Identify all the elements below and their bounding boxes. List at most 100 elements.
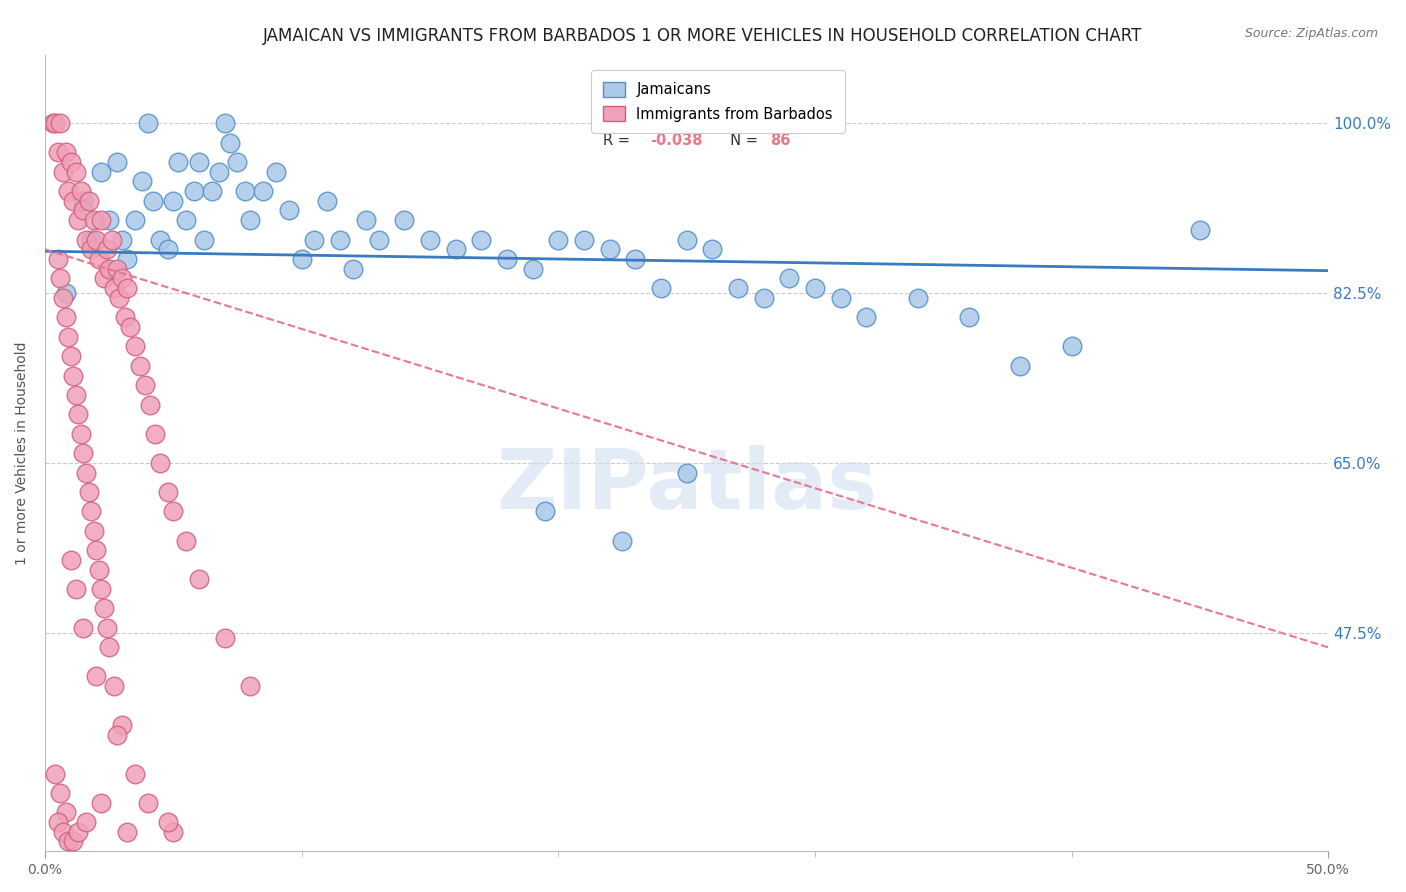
Point: [41, 116, 63, 130]
Point: [87, 563, 110, 577]
Point: [131, 174, 153, 188]
Point: [136, 796, 159, 810]
Point: [115, 252, 138, 266]
Point: [174, 213, 197, 227]
Point: [124, 766, 146, 780]
Text: 83: 83: [770, 103, 790, 119]
Point: [118, 320, 141, 334]
Point: [44, 766, 66, 780]
Point: [752, 291, 775, 305]
Text: 86: 86: [770, 133, 790, 148]
Text: R =: R =: [603, 133, 634, 148]
Point: [55, 310, 77, 325]
Point: [103, 679, 125, 693]
Point: [90, 796, 112, 810]
Point: [70, 184, 93, 198]
Point: [87, 252, 110, 266]
Point: [90, 213, 112, 227]
Point: [830, 291, 852, 305]
Point: [612, 533, 634, 548]
Point: [103, 281, 125, 295]
Point: [855, 310, 877, 325]
Point: [226, 155, 249, 169]
Point: [52, 164, 75, 178]
Point: [80, 233, 103, 247]
Point: [124, 339, 146, 353]
Point: [108, 291, 131, 305]
Point: [75, 815, 97, 830]
Point: [98, 213, 121, 227]
Point: [75, 233, 97, 247]
Point: [105, 261, 128, 276]
Point: [304, 233, 326, 247]
Point: [52, 824, 75, 838]
Point: [162, 504, 184, 518]
Point: [67, 408, 90, 422]
Point: [142, 194, 165, 208]
Point: [599, 242, 621, 256]
Point: [98, 640, 121, 655]
Point: [675, 233, 697, 247]
Point: [264, 164, 287, 178]
Point: [84, 669, 107, 683]
Point: [105, 155, 128, 169]
Point: [55, 145, 77, 160]
Point: [470, 233, 492, 247]
Point: [157, 485, 180, 500]
Point: [419, 233, 441, 247]
Point: [65, 164, 87, 178]
Point: [149, 456, 172, 470]
Point: [675, 466, 697, 480]
Point: [214, 116, 236, 130]
Point: [55, 285, 77, 300]
Point: [174, 533, 197, 548]
Text: N =: N =: [721, 103, 762, 119]
Point: [62, 834, 84, 848]
Point: [239, 213, 262, 227]
Point: [49, 271, 72, 285]
Point: [354, 213, 377, 227]
Point: [1010, 359, 1032, 373]
Point: [183, 184, 205, 198]
Point: [56, 329, 79, 343]
Point: [208, 164, 231, 178]
Y-axis label: 1 or more Vehicles in Household: 1 or more Vehicles in Household: [15, 342, 30, 565]
Point: [72, 203, 94, 218]
Point: [778, 271, 800, 285]
Point: [105, 728, 128, 742]
Point: [342, 261, 364, 276]
Point: [702, 242, 724, 256]
Point: [59, 349, 82, 363]
Point: [90, 582, 112, 596]
Point: [624, 252, 647, 266]
Point: [522, 261, 544, 276]
Point: [70, 426, 93, 441]
Point: [394, 213, 416, 227]
Point: [84, 233, 107, 247]
Point: [277, 203, 299, 218]
Point: [534, 504, 557, 518]
Point: [572, 233, 595, 247]
Point: [72, 194, 94, 208]
Point: [129, 359, 152, 373]
Point: [804, 281, 827, 295]
Point: [149, 233, 172, 247]
Point: [162, 194, 184, 208]
Point: [56, 834, 79, 848]
Point: [65, 582, 87, 596]
Point: [62, 368, 84, 383]
Point: [83, 524, 105, 538]
Point: [547, 233, 569, 247]
Point: [62, 194, 84, 208]
Point: [316, 194, 339, 208]
Point: [111, 718, 134, 732]
Point: [72, 621, 94, 635]
Point: [201, 184, 224, 198]
Point: [1060, 339, 1083, 353]
Point: [115, 824, 138, 838]
Point: [136, 116, 159, 130]
Point: [139, 398, 162, 412]
Point: [49, 116, 72, 130]
Point: [134, 378, 156, 392]
Point: [162, 824, 184, 838]
